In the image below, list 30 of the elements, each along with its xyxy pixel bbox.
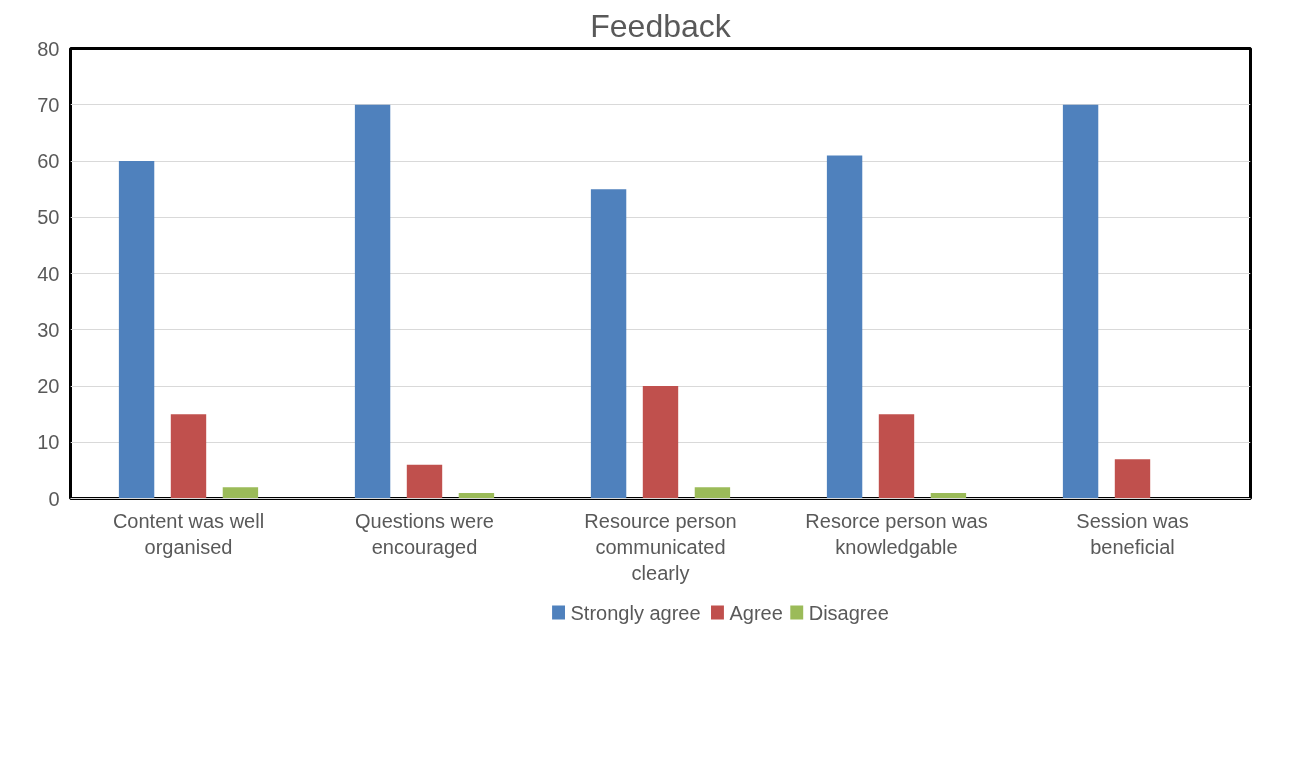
bar (694, 487, 731, 499)
legend-label: Strongly agree (570, 601, 701, 624)
y-tick-label: 60 (37, 150, 60, 172)
x-tick-label: Resource person communicated clearly (584, 509, 737, 585)
bar (406, 464, 443, 499)
y-tick-label: 10 (37, 431, 60, 454)
bar (826, 155, 863, 499)
y-tick-label: 20 (37, 375, 60, 397)
y-tick-label: 30 (37, 318, 60, 341)
y-tick-label: 50 (37, 206, 60, 229)
bar (1114, 459, 1151, 499)
legend-label: Disagree (808, 601, 889, 624)
y-tick-label: 40 (37, 262, 60, 285)
x-tick-label: Content was well organised (112, 509, 265, 558)
bar (118, 161, 155, 499)
legend-label: Agree (729, 601, 783, 624)
bar (1062, 104, 1099, 499)
y-tick-label: 70 (37, 93, 60, 116)
bar (642, 386, 679, 499)
x-tick-label: Resorce person was knowledgable (805, 509, 988, 558)
bar (878, 414, 915, 499)
x-tick-label: Session was beneficial (1076, 509, 1189, 558)
y-tick-label: 80 (37, 37, 60, 60)
bar (170, 414, 207, 499)
bar (222, 487, 259, 499)
y-tick-label: 0 (48, 487, 60, 510)
x-tick-label: Questions were encouraged (355, 509, 494, 558)
chart-title: Feedback (590, 7, 732, 44)
bar (354, 104, 391, 499)
bar (590, 189, 627, 499)
